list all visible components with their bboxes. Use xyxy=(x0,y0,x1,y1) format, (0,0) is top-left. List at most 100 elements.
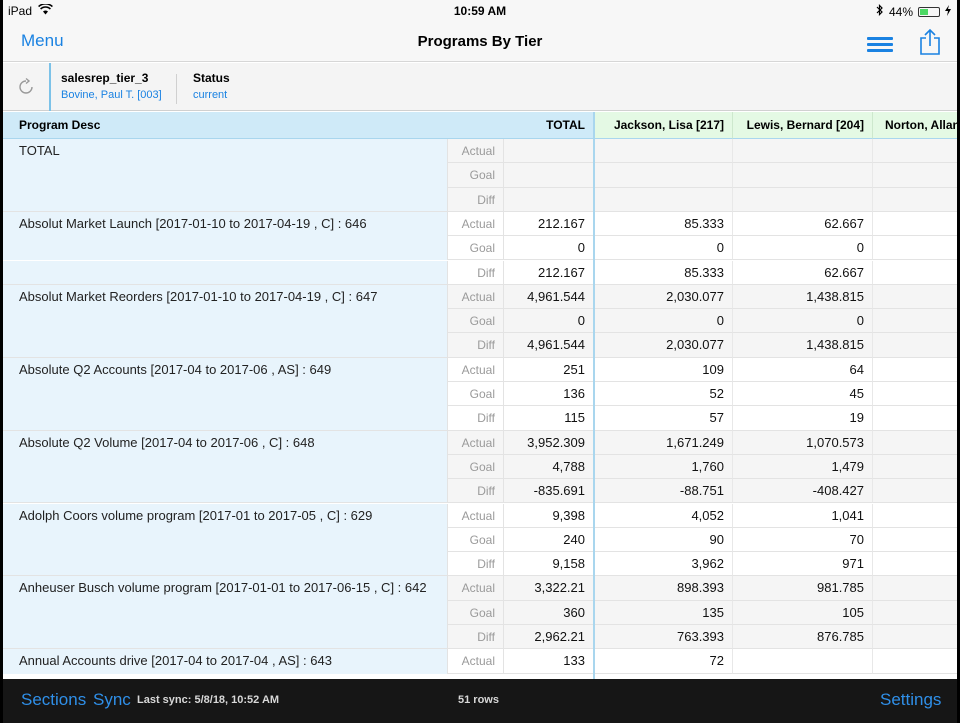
person-value-cell: 763.393 xyxy=(595,625,732,650)
table-row[interactable]: Goal 360 135 105 xyxy=(3,600,957,625)
col-header-person-0[interactable]: Jackson, Lisa [217] xyxy=(595,112,732,139)
person-value-cell: 6 xyxy=(872,260,957,285)
table-row[interactable]: Diff-835.691-88.751-408.427-33 xyxy=(3,479,957,504)
person-value-cell xyxy=(595,187,732,212)
table-row[interactable]: Adolph Coors volume program [2017-01 to … xyxy=(3,503,957,528)
program-desc-cell xyxy=(3,163,447,188)
table-row[interactable]: Absolute Q2 Accounts [2017-04 to 2017-06… xyxy=(3,357,957,382)
person-value-cell: -33 xyxy=(872,479,957,504)
divider xyxy=(176,74,177,104)
person-value-cell xyxy=(595,139,732,164)
person-value-cell: 19 xyxy=(732,406,872,431)
person-value-cell: 64 xyxy=(732,357,872,382)
person-value-cell: 85.333 xyxy=(595,211,732,237)
table-row[interactable]: Goal xyxy=(3,163,957,188)
col-header-total[interactable]: TOTAL xyxy=(503,112,593,139)
total-cell xyxy=(503,139,593,164)
status-filter[interactable]: Status current xyxy=(193,71,230,101)
total-cell: 4,961.544 xyxy=(503,284,593,310)
person-value-cell xyxy=(595,163,732,188)
table-row[interactable]: Goal 240 90 70 xyxy=(3,527,957,553)
person-value-cell xyxy=(872,163,957,188)
table-row[interactable]: Annual Accounts drive [2017-04 to 2017-0… xyxy=(3,649,957,674)
person-value-cell: 85.333 xyxy=(595,260,732,285)
col-header-program-desc[interactable]: Program Desc xyxy=(3,112,593,139)
table-header: Program Desc TOTAL Jackson, Lisa [217] L… xyxy=(3,112,957,139)
person-value-cell xyxy=(872,552,957,577)
person-value-cell xyxy=(872,406,957,431)
person-value-cell: 1,479 xyxy=(732,454,872,480)
program-desc-cell xyxy=(3,406,447,431)
program-desc-cell xyxy=(3,260,447,285)
program-desc-cell xyxy=(3,236,447,261)
row-type-cell: Actual xyxy=(447,649,503,674)
table-row[interactable]: TOTAL Actual xyxy=(3,139,957,164)
menu-button[interactable]: Menu xyxy=(21,31,64,50)
person-value-cell xyxy=(872,503,957,528)
row-type-cell: Goal xyxy=(447,600,503,625)
rep-name: Bovine, Paul T. [003] xyxy=(61,89,162,101)
row-type-cell: Goal xyxy=(447,236,503,261)
list-icon[interactable] xyxy=(867,37,893,53)
table-row[interactable]: Diff xyxy=(3,187,957,212)
person-value-cell: 1,49 xyxy=(872,333,957,358)
sections-button[interactable]: Sections xyxy=(21,690,87,709)
program-desc-cell: TOTAL xyxy=(3,139,447,164)
table-row[interactable]: Absolut Market Reorders [2017-01-10 to 2… xyxy=(3,284,957,310)
person-value-cell: 1,671.249 xyxy=(595,430,732,455)
row-type-cell: Goal xyxy=(447,382,503,407)
total-cell xyxy=(503,187,593,212)
settings-button[interactable]: Settings xyxy=(880,690,942,709)
total-cell: 115 xyxy=(503,406,593,431)
table-row[interactable]: Anheuser Busch volume program [2017-01-0… xyxy=(3,576,957,601)
app-frame: iPad 10:59 AM 44% Menu Programs By Tier xyxy=(3,0,957,723)
program-desc-cell xyxy=(3,454,447,480)
refresh-button[interactable] xyxy=(3,63,51,111)
total-cell: 212.167 xyxy=(503,260,593,285)
share-icon[interactable] xyxy=(918,28,942,56)
total-cell: 4,788 xyxy=(503,454,593,480)
table-row[interactable]: Goal 0 0 0 xyxy=(3,236,957,261)
col-header-person-2[interactable]: Norton, Allan xyxy=(872,112,957,139)
person-value-cell: 0 xyxy=(595,309,732,334)
person-value-cell xyxy=(872,527,957,553)
row-count-label: 51 rows xyxy=(458,694,499,706)
table-row[interactable]: Diff 9,158 3,962 971 xyxy=(3,552,957,577)
person-value-cell: 876.785 xyxy=(732,625,872,650)
status-heading: Status xyxy=(193,71,230,85)
person-value-cell: 1,760 xyxy=(595,454,732,480)
person-value-cell: -88.751 xyxy=(595,479,732,504)
person-value-cell: 70 xyxy=(732,527,872,553)
person-value-cell: 0 xyxy=(595,236,732,261)
bluetooth-icon xyxy=(876,4,884,19)
table-row[interactable]: Goal 0 0 0 xyxy=(3,309,957,334)
table-row[interactable]: Goal 136 52 45 xyxy=(3,382,957,407)
person-value-cell: 105 xyxy=(732,600,872,625)
table-row[interactable]: Goal 4,788 1,760 1,479 xyxy=(3,454,957,480)
table-row[interactable]: Absolute Q2 Volume [2017-04 to 2017-06 ,… xyxy=(3,430,957,455)
program-desc-cell xyxy=(3,479,447,504)
row-type-cell: Diff xyxy=(447,187,503,212)
program-desc-cell xyxy=(3,187,447,212)
table-body: TOTAL Actual Goal Diff Absolut Market Launch… xyxy=(3,139,957,679)
device-label: iPad xyxy=(8,4,33,18)
table-row[interactable]: Diff 115 57 19 xyxy=(3,406,957,431)
person-value-cell: 109 xyxy=(595,357,732,382)
table-row[interactable]: Absolut Market Launch [2017-01-10 to 201… xyxy=(3,211,957,237)
person-value-cell: 2,030.077 xyxy=(595,284,732,310)
row-type-cell: Actual xyxy=(447,430,503,455)
last-sync-label: Last sync: 5/8/18, 10:52 AM xyxy=(137,694,280,706)
row-type-cell: Actual xyxy=(447,139,503,164)
col-header-person-1[interactable]: Lewis, Bernard [204] xyxy=(732,112,872,139)
row-type-cell: Diff xyxy=(447,333,503,358)
sync-button[interactable]: Sync xyxy=(93,690,131,709)
person-value-cell xyxy=(732,139,872,164)
program-desc-cell: Annual Accounts drive [2017-04 to 2017-0… xyxy=(3,649,447,674)
person-value-cell: 1,070.573 xyxy=(732,430,872,455)
tier-filter[interactable]: salesrep_tier_3 Bovine, Paul T. [003] xyxy=(61,71,162,101)
person-value-cell: 971 xyxy=(732,552,872,577)
charging-icon xyxy=(945,4,951,19)
